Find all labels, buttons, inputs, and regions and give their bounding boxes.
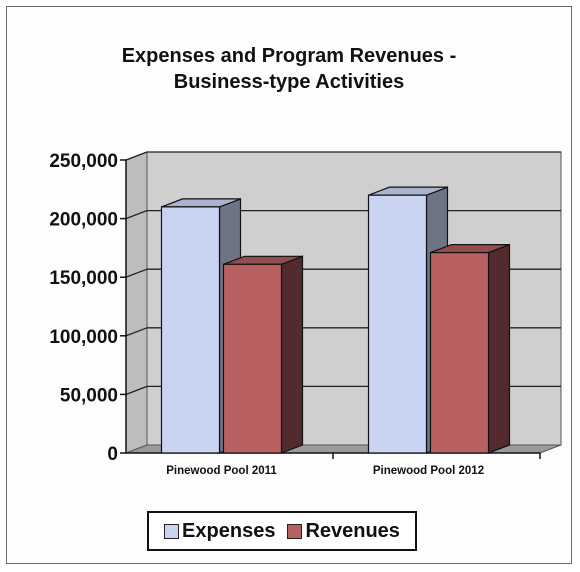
chart-title: Expenses and Program Revenues - xyxy=(121,45,457,67)
bar-side xyxy=(280,255,304,454)
x-tick-label: Pinewood Pool 2011 xyxy=(166,465,277,477)
y-tick-label: 250,000 xyxy=(49,151,118,172)
x-tick-label: Pinewood Pool 2012 xyxy=(373,465,484,477)
legend-label-expenses: Expenses xyxy=(182,519,276,542)
gridline-depth xyxy=(125,327,148,337)
gridline-depth xyxy=(125,209,148,220)
plot-side-wall xyxy=(125,151,148,454)
legend-label-revenues: Revenues xyxy=(305,519,400,542)
bar-revenues-2 xyxy=(429,243,511,454)
y-tick-label: 200,000 xyxy=(49,210,118,231)
y-tick-label: 100,000 xyxy=(49,327,118,348)
bar-revenues-1 xyxy=(222,255,304,454)
chart-subtitle: Business-type Activities xyxy=(173,71,405,93)
bar-front xyxy=(429,251,490,454)
bar-side xyxy=(487,243,511,454)
legend-swatch-revenues xyxy=(287,523,303,539)
bar-front xyxy=(367,194,428,454)
y-tick-label: 50,000 xyxy=(60,385,118,406)
gridline-depth xyxy=(125,268,148,278)
y-tick-label: 150,000 xyxy=(49,268,118,289)
legend-swatch-expenses xyxy=(164,523,180,539)
gridline-depth xyxy=(125,151,148,161)
bar-front xyxy=(222,263,283,454)
legend-item-expenses: Expenses xyxy=(164,520,275,543)
chart-legend: Expenses Revenues xyxy=(147,511,417,551)
y-tick-label: 0 xyxy=(107,444,118,465)
legend-item-revenues: Revenues xyxy=(287,520,400,543)
bar-front xyxy=(160,206,221,454)
gridline-depth xyxy=(125,385,148,396)
